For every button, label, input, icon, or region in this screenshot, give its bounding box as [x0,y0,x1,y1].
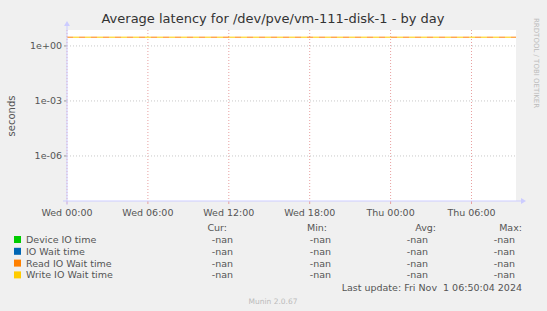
y-grid [67,45,516,46]
x-arrow [521,198,526,204]
legend-swatch [14,248,21,255]
background [0,0,547,311]
warning-line [67,37,516,38]
y-grid [67,155,516,156]
legend-header: Avg: [415,222,436,233]
footer: Munin 2.0.67 [248,297,297,306]
x-tick-label: Thu 06:00 [446,207,495,218]
x-grid [228,30,229,201]
legend-value: -nan [212,246,233,257]
legend-label: Device IO time [26,234,96,245]
legend-value: -nan [494,246,515,257]
legend-value: -nan [407,234,428,245]
legend-value: -nan [407,269,428,280]
y-tick-label: 1e-06 [35,150,62,161]
legend-value: -nan [494,234,515,245]
legend-swatch [14,236,21,243]
last-update: Last update: Fri Nov 1 06:50:04 2024 [342,282,522,293]
legend-value: -nan [407,258,428,269]
legend-value: -nan [212,269,233,280]
plot-marks [67,37,516,38]
y-label: seconds [6,96,17,137]
x-grid [309,30,310,201]
y-grid [67,100,516,101]
y-arrow [64,21,70,26]
legend-value: -nan [212,234,233,245]
y-axis [67,25,68,205]
legend-header: Max: [499,222,522,233]
x-tick-label: Thu 00:00 [365,207,414,218]
legend-value: -nan [494,269,515,280]
x-tick-label: Wed 18:00 [284,207,335,218]
legend-swatch [14,271,21,278]
title: Average latency for /dev/pve/vm-111-disk… [101,11,444,26]
x-axis [63,201,521,202]
legend-header: Min: [307,222,327,233]
legend-swatch [14,260,21,267]
x-grid [471,30,472,201]
legend-value: -nan [407,246,428,257]
legend-value: -nan [494,258,515,269]
legend-value: -nan [212,258,233,269]
x-grid [390,30,391,201]
warning-line [67,37,516,38]
x-tick-label: Wed 00:00 [41,207,92,218]
legend-label: Write IO Wait time [26,269,113,280]
legend-value: -nan [310,234,331,245]
legend-value: -nan [310,269,331,280]
x-grid [147,30,148,201]
legend-label: Read IO Wait time [26,258,112,269]
y-tick-label: 1e+00 [30,40,62,51]
x-tick-label: Wed 12:00 [203,207,254,218]
legend-label: IO Wait time [26,246,85,257]
y-tick-label: 1e-03 [35,95,62,106]
plot-area [67,30,516,201]
side-text: RRDTOOL / TOBI OETIKER [532,18,540,108]
legend-value: -nan [310,246,331,257]
x-tick-label: Wed 06:00 [122,207,173,218]
legend-value: -nan [310,258,331,269]
legend-header: Cur: [207,222,227,233]
